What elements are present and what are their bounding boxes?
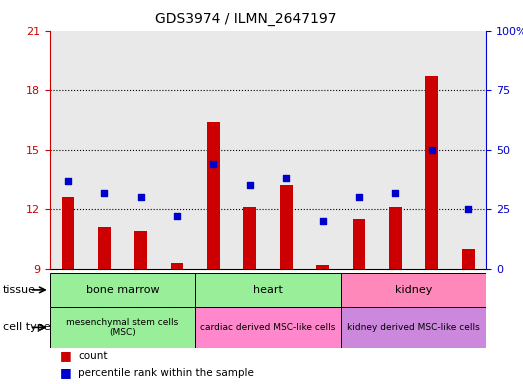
Point xyxy=(391,190,400,196)
Point xyxy=(64,178,72,184)
Bar xyxy=(353,219,366,269)
Bar xyxy=(50,307,195,348)
Bar xyxy=(195,273,341,307)
Point xyxy=(173,214,181,220)
Point xyxy=(246,182,254,189)
Bar xyxy=(170,263,184,269)
Point xyxy=(355,194,363,200)
Text: GDS3974 / ILMN_2647197: GDS3974 / ILMN_2647197 xyxy=(155,12,337,25)
Point xyxy=(319,218,327,224)
Bar xyxy=(450,31,486,269)
Bar xyxy=(122,31,159,269)
Bar xyxy=(304,31,341,269)
Bar xyxy=(244,207,256,269)
Bar xyxy=(280,185,292,269)
Bar xyxy=(425,76,438,269)
Text: tissue: tissue xyxy=(3,285,36,295)
Bar xyxy=(207,122,220,269)
Text: percentile rank within the sample: percentile rank within the sample xyxy=(78,368,254,378)
Bar xyxy=(134,231,147,269)
Bar xyxy=(86,31,122,269)
Bar xyxy=(341,307,486,348)
Text: heart: heart xyxy=(253,285,283,295)
Text: ■: ■ xyxy=(60,349,72,362)
Text: ■: ■ xyxy=(60,366,72,379)
Text: kidney derived MSC-like cells: kidney derived MSC-like cells xyxy=(347,323,480,332)
Point xyxy=(282,175,290,181)
Bar xyxy=(195,31,232,269)
Bar xyxy=(232,31,268,269)
Bar xyxy=(50,31,86,269)
Bar xyxy=(316,265,329,269)
Bar xyxy=(341,31,377,269)
Bar xyxy=(62,197,74,269)
Text: cardiac derived MSC-like cells: cardiac derived MSC-like cells xyxy=(200,323,336,332)
Text: cell type: cell type xyxy=(3,322,50,333)
Bar xyxy=(159,31,195,269)
Bar xyxy=(341,273,486,307)
Point xyxy=(464,206,472,212)
Bar xyxy=(414,31,450,269)
Bar xyxy=(268,31,304,269)
Text: kidney: kidney xyxy=(395,285,433,295)
Point xyxy=(137,194,145,200)
Text: count: count xyxy=(78,351,108,361)
Point xyxy=(100,190,108,196)
Point xyxy=(209,161,218,167)
Text: bone marrow: bone marrow xyxy=(86,285,160,295)
Bar xyxy=(195,307,341,348)
Point xyxy=(428,147,436,153)
Bar xyxy=(462,249,474,269)
Bar xyxy=(50,273,195,307)
Bar xyxy=(389,207,402,269)
Bar xyxy=(98,227,111,269)
Bar xyxy=(377,31,414,269)
Text: mesenchymal stem cells
(MSC): mesenchymal stem cells (MSC) xyxy=(66,318,178,337)
